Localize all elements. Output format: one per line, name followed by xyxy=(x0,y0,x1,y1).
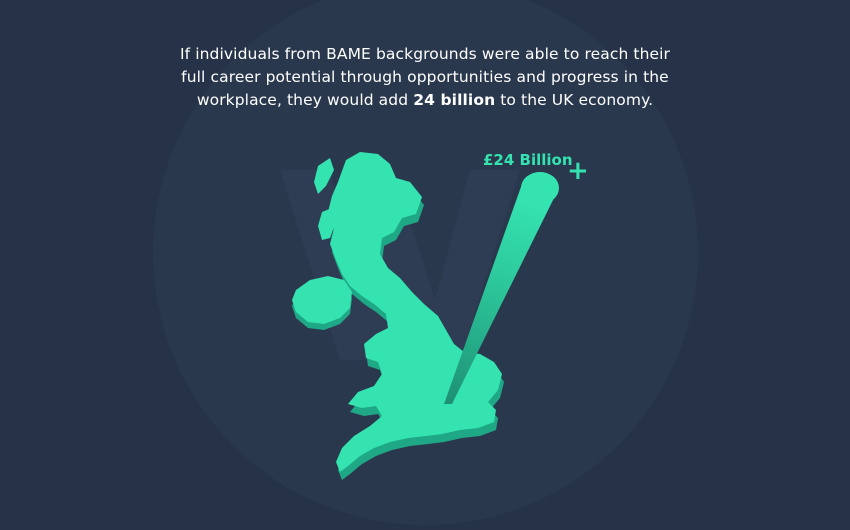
headline-line-1: If individuals from BAME backgrounds wer… xyxy=(179,45,671,63)
islay-shape xyxy=(318,208,336,240)
headline-highlight: 24 billion xyxy=(413,91,496,109)
headline-text: If individuals from BAME backgrounds wer… xyxy=(150,43,700,112)
value-beam-icon xyxy=(444,176,558,404)
amount-label: £24 Billion xyxy=(483,151,573,169)
plus-icon: + xyxy=(567,156,589,186)
headline-line-2: full career potential through opportunit… xyxy=(181,68,669,86)
headline-line-3-end: to the UK economy. xyxy=(495,91,654,109)
hebrides-shape xyxy=(314,158,334,194)
great-britain-top xyxy=(328,152,502,472)
beam-cap xyxy=(521,172,559,204)
ireland-top xyxy=(292,276,352,324)
headline-line-3-start: workplace, they would add xyxy=(196,91,414,109)
